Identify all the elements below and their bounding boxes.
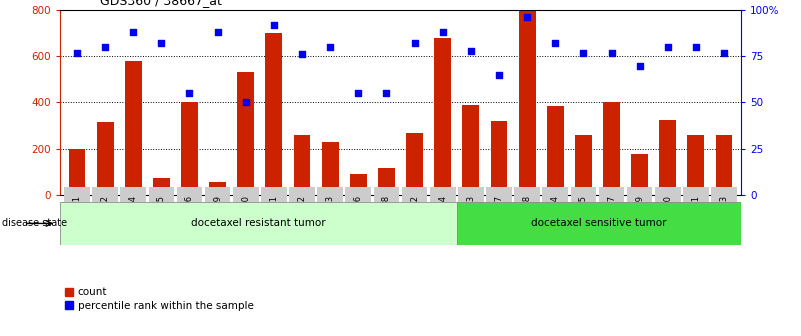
Point bbox=[577, 50, 590, 55]
Point bbox=[70, 50, 83, 55]
Bar bbox=[209, 182, 226, 195]
Point bbox=[380, 91, 392, 96]
Text: GSM4915: GSM4915 bbox=[579, 195, 588, 235]
Text: GSM4918: GSM4918 bbox=[382, 195, 391, 235]
Point bbox=[662, 44, 674, 50]
Point bbox=[409, 41, 421, 46]
Point bbox=[183, 91, 196, 96]
Bar bbox=[322, 142, 339, 195]
Bar bbox=[125, 61, 142, 195]
Text: GSM4903: GSM4903 bbox=[466, 195, 475, 235]
Text: GSM4913: GSM4913 bbox=[326, 195, 335, 235]
Point bbox=[549, 41, 562, 46]
Point bbox=[718, 50, 731, 55]
Text: GSM4907: GSM4907 bbox=[494, 195, 504, 235]
Bar bbox=[97, 122, 114, 195]
Text: GSM4901: GSM4901 bbox=[72, 195, 82, 235]
Point bbox=[99, 44, 111, 50]
Bar bbox=[434, 38, 451, 195]
Point bbox=[690, 44, 702, 50]
Point bbox=[605, 50, 618, 55]
Bar bbox=[153, 177, 170, 195]
Bar bbox=[490, 121, 507, 195]
Text: GSM4911: GSM4911 bbox=[269, 195, 279, 235]
Point bbox=[155, 41, 167, 46]
Bar bbox=[406, 132, 423, 195]
Text: GSM4904: GSM4904 bbox=[129, 195, 138, 235]
Text: GSM4908: GSM4908 bbox=[522, 195, 532, 235]
Text: GSM4922: GSM4922 bbox=[410, 195, 419, 235]
Text: GSM4919: GSM4919 bbox=[635, 195, 644, 235]
Text: GSM4917: GSM4917 bbox=[607, 195, 616, 235]
Bar bbox=[237, 73, 254, 195]
Point bbox=[437, 30, 449, 35]
Point bbox=[296, 52, 308, 57]
Bar bbox=[575, 135, 592, 195]
Point bbox=[211, 30, 224, 35]
Text: GDS360 / 38667_at: GDS360 / 38667_at bbox=[100, 0, 222, 7]
Bar bbox=[294, 135, 311, 195]
Bar bbox=[659, 120, 676, 195]
Point bbox=[634, 63, 646, 68]
Point bbox=[352, 91, 364, 96]
Text: GSM4910: GSM4910 bbox=[241, 195, 250, 235]
Point bbox=[465, 48, 477, 53]
Bar bbox=[181, 102, 198, 195]
Bar bbox=[60, 202, 457, 245]
Text: GSM4909: GSM4909 bbox=[213, 195, 222, 235]
Point bbox=[493, 72, 505, 78]
Text: GSM4912: GSM4912 bbox=[297, 195, 307, 235]
Bar bbox=[69, 149, 86, 195]
Text: docetaxel resistant tumor: docetaxel resistant tumor bbox=[191, 218, 326, 228]
Point bbox=[239, 100, 252, 105]
Point bbox=[324, 44, 336, 50]
Point bbox=[127, 30, 139, 35]
Bar bbox=[715, 135, 732, 195]
Point bbox=[268, 22, 280, 28]
Text: GSM4924: GSM4924 bbox=[438, 195, 447, 235]
Text: GSM4914: GSM4914 bbox=[551, 195, 560, 235]
Text: disease state: disease state bbox=[2, 218, 66, 228]
Bar bbox=[462, 105, 479, 195]
Text: GSM4920: GSM4920 bbox=[663, 195, 672, 235]
Bar bbox=[547, 106, 564, 195]
Bar bbox=[350, 174, 367, 195]
Bar bbox=[378, 168, 395, 195]
Bar bbox=[687, 135, 704, 195]
Bar bbox=[631, 155, 648, 195]
Text: GSM4905: GSM4905 bbox=[157, 195, 166, 235]
Bar bbox=[603, 102, 620, 195]
Text: GSM4902: GSM4902 bbox=[101, 195, 110, 235]
Text: docetaxel sensitive tumor: docetaxel sensitive tumor bbox=[531, 218, 666, 228]
Legend: count, percentile rank within the sample: count, percentile rank within the sample bbox=[66, 288, 254, 310]
Bar bbox=[265, 33, 282, 195]
Text: GSM4916: GSM4916 bbox=[354, 195, 363, 235]
Text: GSM4921: GSM4921 bbox=[691, 195, 700, 235]
Bar bbox=[519, 10, 536, 195]
Text: GSM4906: GSM4906 bbox=[185, 195, 194, 235]
Text: GSM4923: GSM4923 bbox=[719, 195, 729, 235]
Point bbox=[521, 15, 533, 20]
Bar bbox=[457, 202, 741, 245]
